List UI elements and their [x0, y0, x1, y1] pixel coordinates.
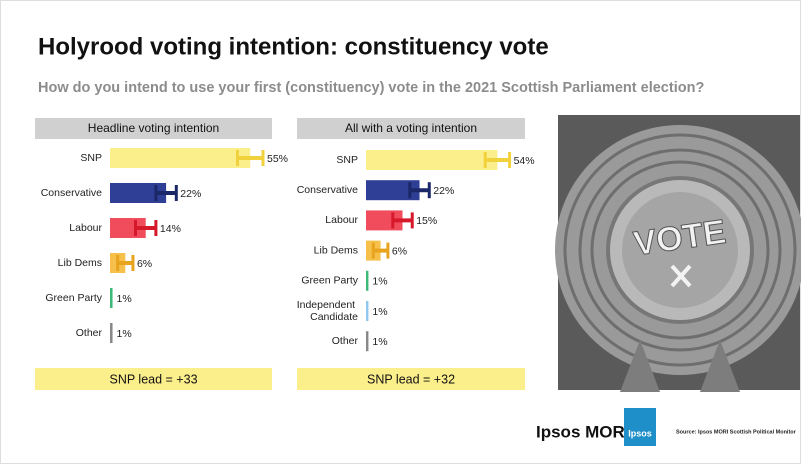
bar [366, 331, 369, 352]
panel-header: All with a voting intention [345, 121, 477, 135]
bar [110, 148, 251, 168]
bar [366, 150, 498, 170]
value-label: 1% [372, 276, 387, 288]
lead-box [35, 368, 272, 390]
bar [110, 323, 113, 343]
logo-box [624, 408, 656, 446]
error-bar [408, 182, 431, 199]
category-label: Lib Dems [314, 244, 358, 256]
bar [110, 183, 167, 203]
bar [366, 301, 369, 321]
value-label: 1% [372, 306, 387, 318]
error-bar [154, 185, 178, 201]
error-bar [116, 255, 135, 271]
value-label: 6% [392, 245, 407, 257]
category-label: SNP [336, 154, 358, 166]
category-label: SNP [80, 152, 102, 164]
category-label: Lib Dems [58, 257, 102, 269]
category-label: Conservative [297, 184, 358, 196]
category-label: Green Party [301, 275, 358, 287]
value-label: 15% [416, 215, 437, 227]
lead-text: SNP lead = +32 [367, 372, 455, 386]
value-label: 14% [160, 223, 181, 235]
value-label: 22% [433, 185, 454, 197]
value-label: 1% [117, 293, 132, 305]
rosette-photo: VOTE [555, 115, 801, 392]
error-bar [371, 242, 390, 259]
lead-text: SNP lead = +33 [109, 372, 197, 386]
value-label: 1% [372, 336, 387, 348]
category-label: Labour [325, 214, 358, 226]
error-bar [391, 212, 414, 229]
category-label: Independent Candidate [297, 299, 358, 323]
category-label: Conservative [41, 187, 102, 199]
panel-header-bg [297, 118, 525, 139]
value-label: 22% [180, 188, 201, 200]
value-label: 6% [137, 258, 152, 270]
panel-header: Headline voting intention [88, 121, 219, 135]
subtitle: How do you intend to use your first (con… [38, 80, 704, 96]
value-label: 55% [267, 153, 288, 165]
category-label: Other [76, 327, 103, 339]
error-bar [236, 150, 265, 166]
bar [366, 180, 420, 201]
brand: Ipsos MORI [536, 422, 630, 441]
error-bar [483, 152, 512, 168]
category-label: Labour [69, 222, 102, 234]
value-label: 54% [514, 155, 535, 167]
bar [110, 288, 113, 308]
category-label: Other [332, 335, 359, 347]
value-label: 1% [117, 328, 132, 340]
logo-text: Ipsos [628, 428, 652, 438]
source: Source: Ipsos MORI Scottish Political Mo… [676, 429, 797, 435]
category-label: Green Party [45, 292, 102, 304]
title: Holyrood voting intention: constituency … [38, 33, 549, 60]
panel-header-bg [35, 118, 272, 139]
bar [366, 270, 369, 291]
error-bar [134, 220, 158, 236]
lead-box [297, 368, 525, 390]
